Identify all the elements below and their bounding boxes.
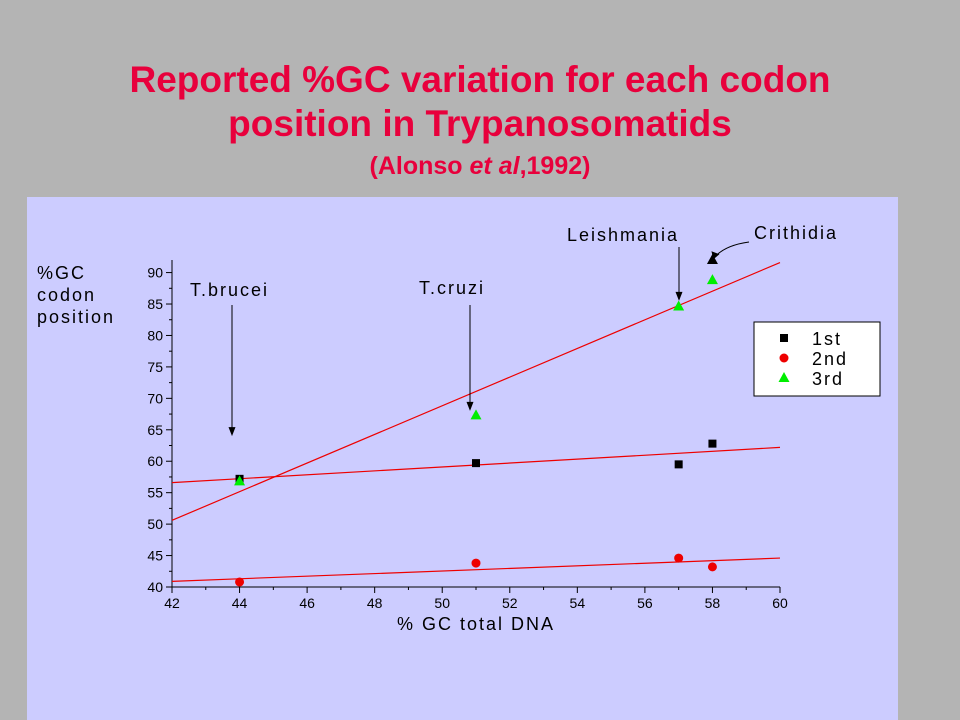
data-point-2nd — [471, 558, 481, 568]
y-axis-label-line: %GC — [37, 263, 86, 283]
citation-pre: (Alonso — [369, 152, 470, 180]
data-point-3rd — [673, 300, 685, 311]
chart-panel: 40 45 50 55 60 65 70 75 80 85 90 42 44 46 48 50 52 54 56 58… — [27, 197, 898, 720]
x-tick-label: 56 — [637, 595, 653, 611]
annotation-label: Leishmania — [567, 225, 679, 245]
y-tick-label: 80 — [147, 327, 163, 343]
data-point-3rd — [470, 409, 482, 420]
legend-marker-3rd — [778, 372, 790, 382]
data-point-2nd — [674, 553, 684, 563]
y-tick-label: 45 — [147, 548, 163, 564]
citation-post: ,1992) — [519, 152, 591, 180]
y-tick-label: 60 — [147, 453, 163, 469]
x-tick-label: 48 — [367, 595, 383, 611]
y-axis-label-line: position — [37, 307, 115, 327]
y-tick-label: 40 — [147, 579, 163, 595]
citation-italic: et al — [469, 152, 520, 180]
slide-title: Reported %GC variation for each codon po… — [0, 58, 960, 182]
annotation-arrow — [716, 241, 750, 256]
x-tick-label: 46 — [299, 595, 315, 611]
y-tick-label: 85 — [147, 296, 163, 312]
x-tick-label: 50 — [434, 595, 450, 611]
data-point-3rd — [234, 475, 246, 486]
x-tick-label: 54 — [570, 595, 586, 611]
x-tick-label: 42 — [164, 595, 180, 611]
y-tick-label: 90 — [147, 265, 163, 281]
scatter-chart: 40 45 50 55 60 65 70 75 80 85 90 42 44 46 48 50 52 54 56 58… — [37, 223, 881, 634]
data-point-1st — [674, 460, 683, 469]
data-point-3rd — [706, 274, 718, 285]
annotation-label: Crithidia — [754, 223, 838, 243]
y-tick-label: 70 — [147, 390, 163, 406]
y-tick-label: 55 — [147, 485, 163, 501]
title-line-2: position in Trypanosomatids — [228, 103, 732, 144]
legend-marker-2nd — [779, 353, 789, 363]
legend-marker-1st — [780, 334, 788, 342]
y-axis-label-line: codon — [37, 285, 96, 305]
annotation-arrowhead — [228, 427, 236, 437]
data-point-2nd — [235, 577, 245, 587]
y-tick-label: 75 — [147, 359, 163, 375]
data-point-2nd — [707, 562, 717, 572]
data-point-extra — [706, 254, 718, 264]
data-point-1st — [472, 459, 480, 468]
annotation-label: T.brucei — [190, 280, 269, 300]
annotation-arrowhead — [711, 251, 720, 260]
annotation-label: T.cruzi — [419, 278, 485, 298]
x-tick-label: 52 — [502, 595, 518, 611]
x-tick-label: 60 — [772, 595, 788, 611]
y-tick-label: 50 — [147, 516, 163, 532]
legend-label: 2nd — [812, 349, 848, 369]
x-axis-label: % GC total DNA — [397, 614, 555, 634]
legend-box — [753, 321, 881, 397]
trend-line-3rd — [171, 261, 781, 521]
y-tick-label: 65 — [147, 422, 163, 438]
title-citation: (Alonso et al,1992) — [0, 150, 960, 182]
annotation-arrowhead — [675, 291, 683, 301]
annotation-arrowhead — [466, 401, 474, 411]
legend-label: 1st — [812, 329, 842, 349]
data-point-1st — [708, 439, 717, 448]
legend-label: 3rd — [812, 369, 844, 389]
title-line-1: Reported %GC variation for each codon — [129, 59, 831, 100]
x-tick-label: 58 — [705, 595, 721, 611]
x-tick-label: 44 — [232, 595, 248, 611]
